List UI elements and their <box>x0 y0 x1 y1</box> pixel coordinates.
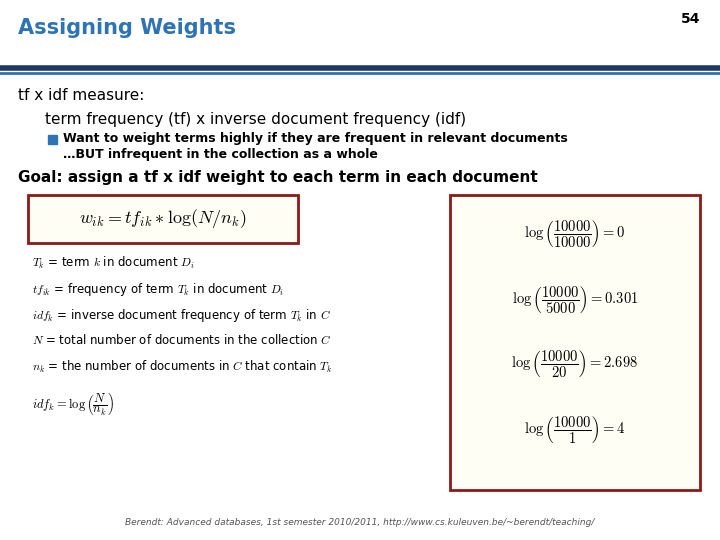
Bar <box>48 135 57 144</box>
Text: $n_k$ = the number of documents in $C$ that contain $T_k$: $n_k$ = the number of documents in $C$ t… <box>32 359 333 375</box>
Text: …BUT infrequent in the collection as a whole: …BUT infrequent in the collection as a w… <box>63 148 378 161</box>
Text: tf x idf measure:: tf x idf measure: <box>18 88 145 103</box>
Text: $\log\left(\dfrac{10000}{20}\right) = 2.698$: $\log\left(\dfrac{10000}{20}\right) = 2.… <box>511 349 639 381</box>
Text: $T_k$ = term $k$ in document $D_i$: $T_k$ = term $k$ in document $D_i$ <box>32 255 194 271</box>
Text: 54: 54 <box>680 12 700 26</box>
Text: $N$ = total number of documents in the collection $C$: $N$ = total number of documents in the c… <box>32 333 332 347</box>
Text: Berendt: Advanced databases, 1st semester 2010/2011, http://www.cs.kuleuven.be/~: Berendt: Advanced databases, 1st semeste… <box>125 518 595 527</box>
Text: $tf_{ik}$ = frequency of term $T_k$ in document $D_i$: $tf_{ik}$ = frequency of term $T_k$ in d… <box>32 281 284 298</box>
Text: $\log\left(\dfrac{10000}{1}\right) = 4$: $\log\left(\dfrac{10000}{1}\right) = 4$ <box>524 415 626 446</box>
Bar <box>28 195 298 243</box>
Text: Assigning Weights: Assigning Weights <box>18 18 236 38</box>
Text: $w_{ik} = tf_{ik} * \log(N / n_k)$: $w_{ik} = tf_{ik} * \log(N / n_k)$ <box>79 207 247 231</box>
Text: $\log\left(\dfrac{10000}{5000}\right) = 0.301$: $\log\left(\dfrac{10000}{5000}\right) = … <box>512 285 639 315</box>
Text: $idf_k = \log\left(\dfrac{N}{n_k}\right)$: $idf_k = \log\left(\dfrac{N}{n_k}\right)… <box>32 390 114 417</box>
Text: $\log\left(\dfrac{10000}{10000}\right) = 0$: $\log\left(\dfrac{10000}{10000}\right) =… <box>524 219 626 251</box>
Text: Want to weight terms highly if they are frequent in relevant documents: Want to weight terms highly if they are … <box>63 132 568 145</box>
Text: Goal: assign a tf x idf weight to each term in each document: Goal: assign a tf x idf weight to each t… <box>18 170 538 185</box>
Text: term frequency (tf) x inverse document frequency (idf): term frequency (tf) x inverse document f… <box>45 112 466 127</box>
Text: $idf_k$ = inverse document frequency of term $T_k$ in $C$: $idf_k$ = inverse document frequency of … <box>32 307 331 324</box>
Bar <box>450 195 700 490</box>
